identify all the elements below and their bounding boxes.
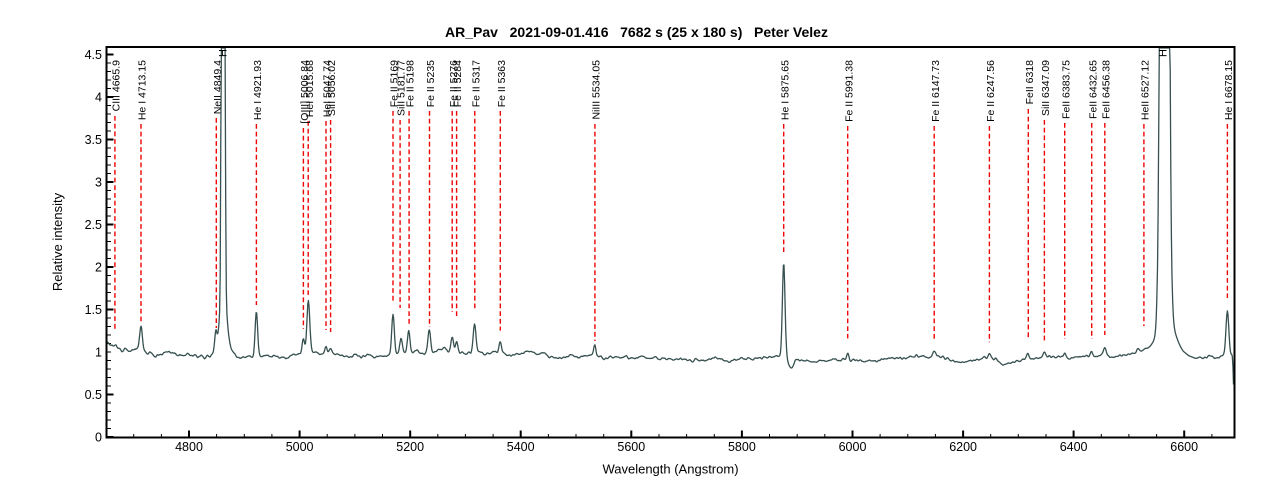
svg-text:Fe II 5276: Fe II 5276: [448, 60, 460, 107]
svg-text:Fe II 5169: Fe II 5169: [389, 60, 401, 107]
svg-text:2.5: 2.5: [85, 218, 102, 232]
svg-text:Fe II 5284: Fe II 5284: [452, 60, 464, 107]
svg-text:Fe II 6247.56: Fe II 6247.56: [985, 60, 997, 122]
svg-text:Wavelength (Angstrom): Wavelength (Angstrom): [602, 462, 738, 477]
svg-text:FeII 6318: FeII 6318: [1024, 60, 1036, 105]
svg-text:He I 4921.93: He I 4921.93: [252, 60, 264, 120]
svg-text:2: 2: [95, 261, 102, 275]
svg-text:AR_Pav 2021-09-01.416 7682: AR_Pav 2021-09-01.416 7682 s (25 x 180 s…: [445, 24, 828, 40]
svg-text:4.5: 4.5: [85, 48, 102, 62]
svg-text:FeII 6456.38: FeII 6456.38: [1100, 60, 1112, 119]
svg-text:HeI 5047.74: HeI 5047.74: [322, 60, 334, 117]
svg-text:3.5: 3.5: [85, 133, 102, 147]
svg-text:5600: 5600: [617, 440, 645, 454]
svg-text:0.5: 0.5: [85, 388, 102, 402]
svg-text:HeII 6527.12: HeII 6527.12: [1140, 60, 1152, 120]
svg-text:SiII 5181.77: SiII 5181.77: [396, 60, 408, 116]
svg-text:He I 6678.15: He I 6678.15: [1223, 60, 1235, 120]
svg-text:HeI 5015.68: HeI 5015.68: [304, 60, 316, 117]
svg-text:H: H: [217, 49, 229, 57]
svg-text:Fe II 5991.38: Fe II 5991.38: [843, 60, 855, 122]
svg-text:5400: 5400: [507, 440, 535, 454]
svg-text:SiII 5056.02: SiII 5056.02: [326, 60, 338, 116]
svg-text:6600: 6600: [1170, 440, 1198, 454]
svg-text:1: 1: [95, 346, 102, 360]
svg-text:3: 3: [95, 176, 102, 190]
svg-text:He I 4713.15: He I 4713.15: [137, 60, 149, 120]
svg-text:Fe II 5235: Fe II 5235: [425, 60, 437, 107]
svg-text:6400: 6400: [1060, 440, 1088, 454]
svg-text:5800: 5800: [728, 440, 756, 454]
svg-text:5200: 5200: [396, 440, 424, 454]
svg-text:Fe II 6147.73: Fe II 6147.73: [930, 60, 942, 122]
svg-text:1.5: 1.5: [85, 303, 102, 317]
svg-text:Relative intensity: Relative intensity: [50, 192, 65, 291]
svg-text:NeII 4849.4: NeII 4849.4: [212, 60, 224, 114]
svg-text:H: H: [1158, 49, 1170, 57]
svg-text:CIII 4665.9: CIII 4665.9: [111, 60, 123, 112]
svg-text:4800: 4800: [175, 440, 203, 454]
svg-text:5000: 5000: [286, 440, 314, 454]
svg-text:FeII 6432.65: FeII 6432.65: [1087, 60, 1099, 119]
svg-text:Fe II 5363: Fe II 5363: [496, 60, 508, 107]
svg-text:6000: 6000: [839, 440, 867, 454]
svg-text:Fe II 5317: Fe II 5317: [470, 60, 482, 107]
svg-text:4: 4: [95, 91, 102, 105]
svg-text:NiIII 5534.05: NiIII 5534.05: [591, 60, 603, 120]
svg-text:[OIII] 5006.84: [OIII] 5006.84: [299, 60, 311, 124]
svg-text:0: 0: [95, 431, 102, 445]
svg-text:He I 5875.65: He I 5875.65: [779, 60, 791, 120]
svg-text:SiII 6347.09: SiII 6347.09: [1040, 60, 1052, 116]
svg-text:Fe II 5198: Fe II 5198: [405, 60, 417, 107]
svg-text:FeII 6383.75: FeII 6383.75: [1060, 60, 1072, 119]
svg-text:6200: 6200: [949, 440, 977, 454]
